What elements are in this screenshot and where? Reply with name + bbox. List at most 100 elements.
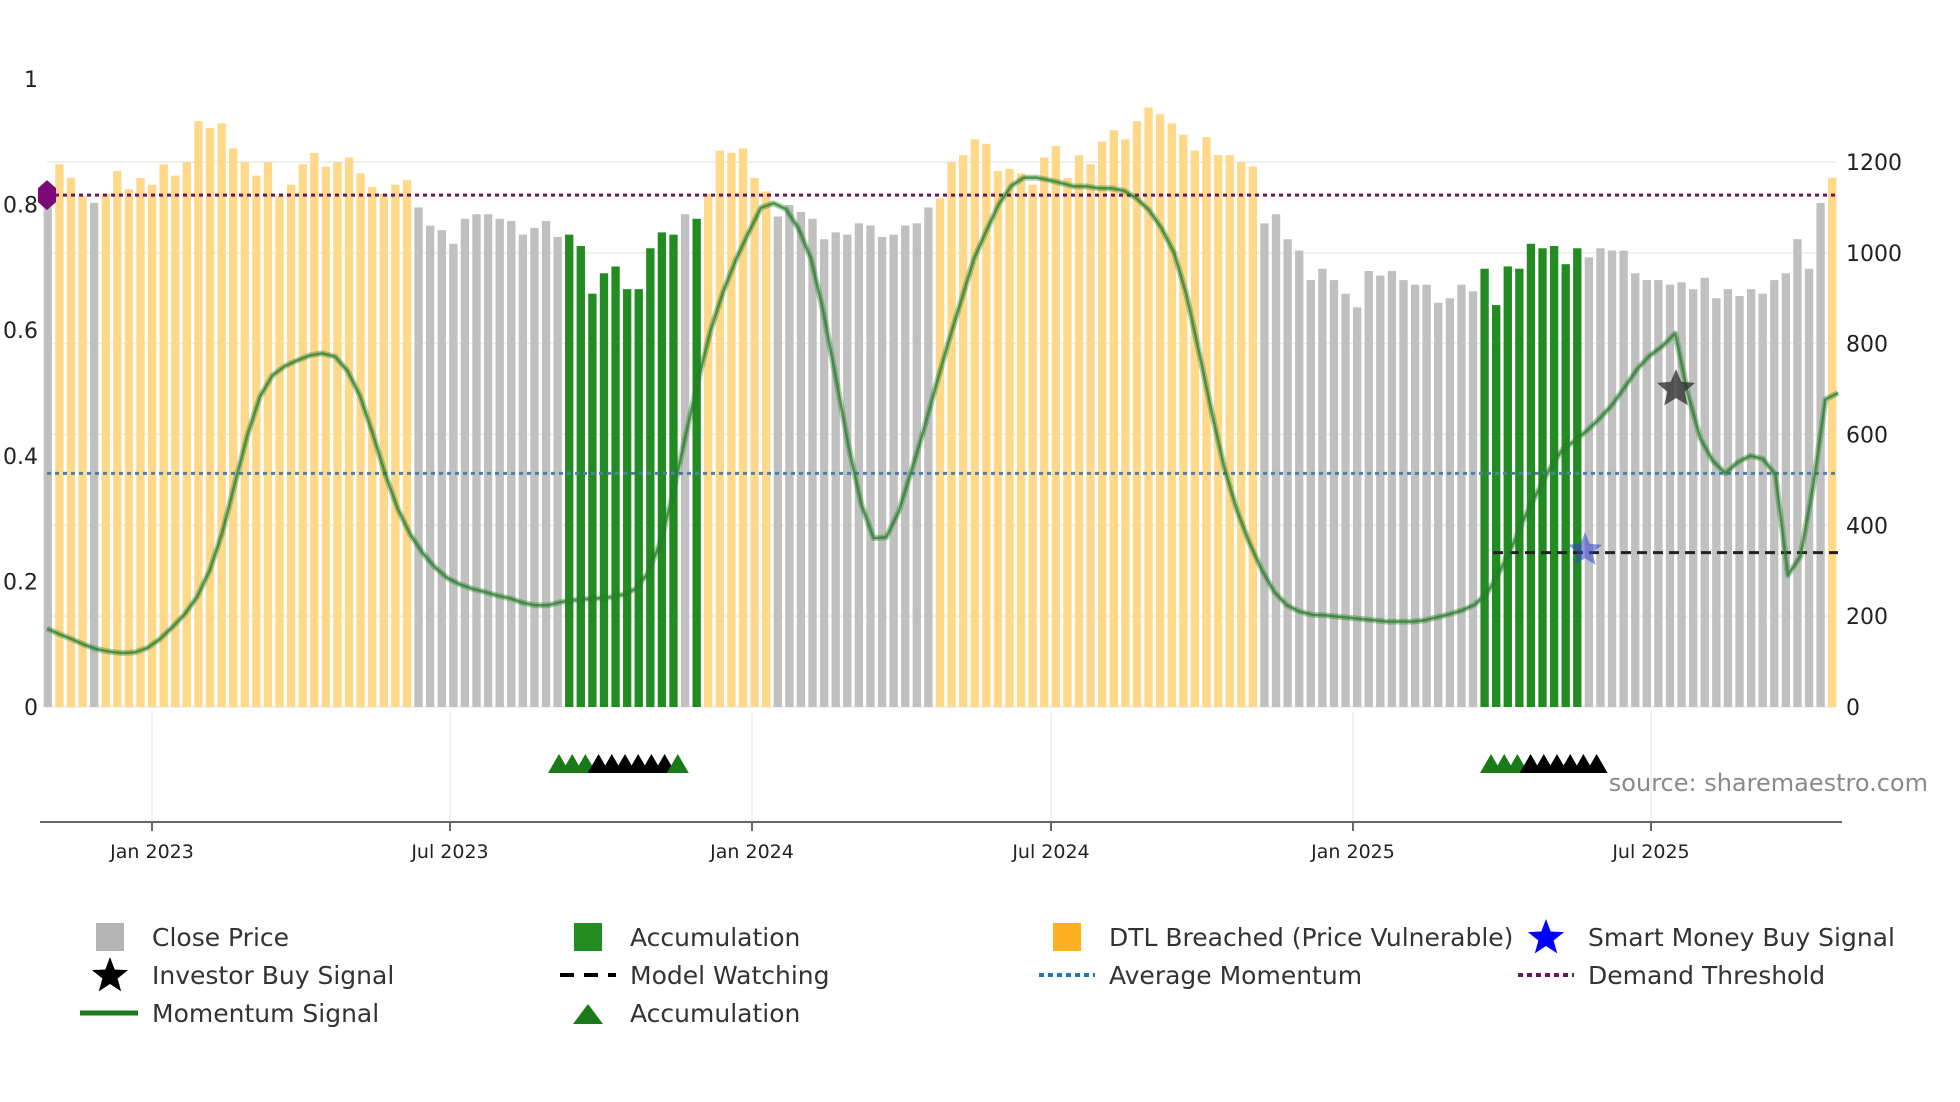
close-price-bar <box>1712 298 1721 707</box>
dtl-bar <box>333 162 342 707</box>
close-price-bar <box>507 221 516 707</box>
dtl-bar <box>1051 146 1061 707</box>
dtl-bar <box>298 164 307 708</box>
close-price-bar <box>1781 273 1791 707</box>
investor-buy-signal-star <box>1657 369 1695 406</box>
x-tick-label: Jan 2024 <box>709 841 794 863</box>
momentum-signal-line <box>46 176 1839 655</box>
accumulation-bar <box>599 273 609 707</box>
close-price-bar <box>1399 280 1408 707</box>
left-tick-label: 0.2 <box>3 570 38 595</box>
dtl-bar <box>935 198 945 708</box>
close-price-bar <box>1746 289 1756 707</box>
close-price-bar <box>1434 302 1443 707</box>
close-price-bar <box>831 232 840 708</box>
close-price-bar <box>1770 280 1779 707</box>
right-tick-label: 600 <box>1846 424 1888 449</box>
close-price-bar <box>1410 284 1420 707</box>
close-price-bar <box>541 221 551 707</box>
legend-item: Investor Buy Signal <box>78 956 394 994</box>
dtl-bar <box>136 177 145 708</box>
dtl-bar <box>217 123 226 708</box>
legend-item: Average Momentum <box>1035 956 1362 994</box>
close-price-bar <box>1677 282 1686 707</box>
dtl-bar <box>194 121 203 707</box>
close-price-bar <box>1619 250 1628 707</box>
dtl-bar <box>1040 157 1049 708</box>
dtl-bar <box>1121 139 1130 707</box>
legend-item: DTL Breached (Price Vulnerable) <box>1035 918 1513 956</box>
accumulation-bar <box>646 248 655 707</box>
reference-lines <box>47 193 1838 555</box>
close-price-bar <box>1387 271 1397 707</box>
dtl-bar <box>1028 184 1037 708</box>
close-price-bar <box>1352 307 1362 707</box>
dash-icon <box>560 973 616 977</box>
close-price-bar <box>1329 280 1339 707</box>
dtl-bar <box>1248 166 1258 707</box>
dtl-bar <box>159 164 168 708</box>
square-icon <box>1053 923 1081 951</box>
close-price-bar <box>1654 280 1663 707</box>
dtl-bar <box>1179 134 1188 707</box>
dtl-bar <box>66 177 76 708</box>
investor-triangle <box>1585 754 1608 773</box>
legend-item: Accumulation <box>556 918 800 956</box>
left-tick-label: 0.8 <box>3 194 38 219</box>
dtl-bar <box>356 173 365 707</box>
dtl-bar <box>252 175 261 707</box>
dtl-bar <box>1190 150 1200 708</box>
square-icon <box>574 923 602 951</box>
x-tick-label: Jan 2023 <box>109 841 194 863</box>
close-price-bar <box>912 223 921 707</box>
dtl-bar <box>727 152 736 707</box>
legend-label: Average Momentum <box>1109 960 1363 990</box>
left-tick-label: 0.6 <box>3 319 38 344</box>
close-price-bar <box>1804 268 1814 707</box>
close-price-bar <box>1793 239 1802 708</box>
legend-item: Close Price <box>78 918 289 956</box>
accumulation-bar <box>1573 248 1582 707</box>
legend-label: Smart Money Buy Signal <box>1588 922 1895 952</box>
right-tick-label: 400 <box>1846 514 1888 539</box>
dtl-bar <box>959 155 968 707</box>
dtl-bar <box>240 162 249 707</box>
close-price-bar <box>808 218 817 708</box>
close-price-bar <box>1364 271 1373 707</box>
dtl-bar <box>738 148 748 707</box>
dtl-bar <box>379 193 388 707</box>
dtl-bar <box>762 191 771 708</box>
accumulation-bar <box>1549 246 1559 708</box>
accumulation-bar <box>622 289 632 707</box>
dtl-bar <box>1828 177 1837 708</box>
legend-label: Close Price <box>152 922 290 952</box>
dtl-bar <box>970 139 979 707</box>
accumulation-bar <box>611 266 620 707</box>
right-tick-label: 200 <box>1846 605 1888 630</box>
dtl-bar <box>275 196 284 707</box>
dtl-bar <box>1132 121 1142 707</box>
accumulation-bar <box>669 234 678 707</box>
dot-icon <box>1039 973 1095 977</box>
signal-markers <box>38 180 1695 773</box>
close-price-bar <box>1723 289 1733 707</box>
accumulation-bar <box>634 289 643 707</box>
line-icon <box>80 1010 138 1016</box>
dtl-bar <box>310 152 319 707</box>
close-price-bar <box>901 225 910 708</box>
close-price-bar <box>518 234 528 707</box>
close-price-bar <box>425 225 435 708</box>
close-price-bar <box>1376 275 1385 707</box>
accumulation-bar <box>576 246 585 708</box>
dtl-bar <box>101 193 110 707</box>
close-price-bar <box>1306 280 1315 707</box>
close-price-bar <box>1631 273 1640 707</box>
close-price-bar <box>1260 223 1269 707</box>
close-price-bar <box>1584 257 1594 707</box>
legend: Close Price Accumulation DTL Breached (Pri… <box>80 918 1955 1048</box>
dtl-bar <box>1005 168 1014 707</box>
dot-icon <box>1518 973 1574 977</box>
legend-label: Demand Threshold <box>1588 960 1826 990</box>
accumulation-bar <box>1526 243 1536 707</box>
dtl-bar <box>993 171 1003 708</box>
